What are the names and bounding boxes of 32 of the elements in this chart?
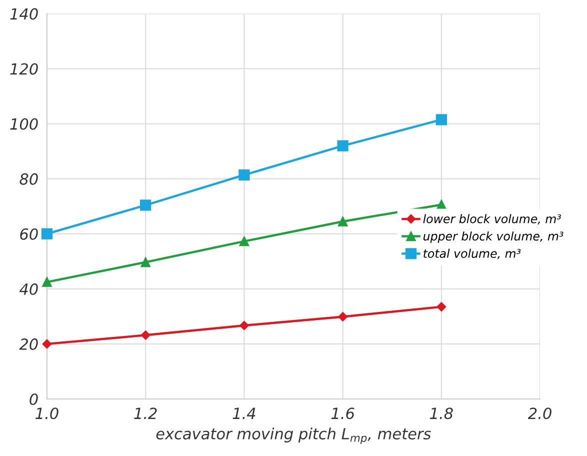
y-tick-label: 100 — [10, 118, 38, 130]
point — [238, 169, 250, 181]
y-tick-label: 80 — [20, 173, 38, 185]
x-tick-label: 1.2 — [134, 408, 157, 419]
x-tick-label: 1.8 — [430, 408, 453, 420]
legend-label: upper block volume, m³ — [423, 231, 564, 243]
y-tick-label: 40 — [19, 283, 38, 295]
point — [42, 277, 52, 287]
point — [338, 216, 348, 226]
legend-label: lower block volume, m³ — [423, 214, 561, 224]
x-tick-label: 2.0 — [528, 408, 552, 420]
x-tick-label: 1.4 — [232, 408, 256, 419]
point — [42, 339, 52, 349]
x-tick-label: 1.6 — [331, 408, 354, 420]
point — [337, 140, 348, 152]
point — [140, 330, 150, 340]
y-tick-label: 0 — [30, 393, 38, 406]
point — [239, 236, 250, 246]
point — [338, 312, 348, 322]
x-tick-label: 1.0 — [36, 408, 58, 420]
point — [41, 228, 53, 240]
legend-label: total volume, m³ — [424, 248, 521, 260]
point — [436, 114, 447, 126]
y-tick-label: 120 — [10, 63, 38, 75]
y-tick-label: 20 — [19, 338, 38, 350]
x-axis-title: excavator moving pitch L$_{mp}$, meters — [156, 428, 431, 444]
point — [140, 200, 152, 211]
y-tick-label: 140 — [10, 8, 38, 20]
point — [240, 320, 249, 330]
y-tick-label: 60 — [20, 228, 38, 240]
point — [140, 257, 150, 268]
point — [436, 302, 446, 312]
